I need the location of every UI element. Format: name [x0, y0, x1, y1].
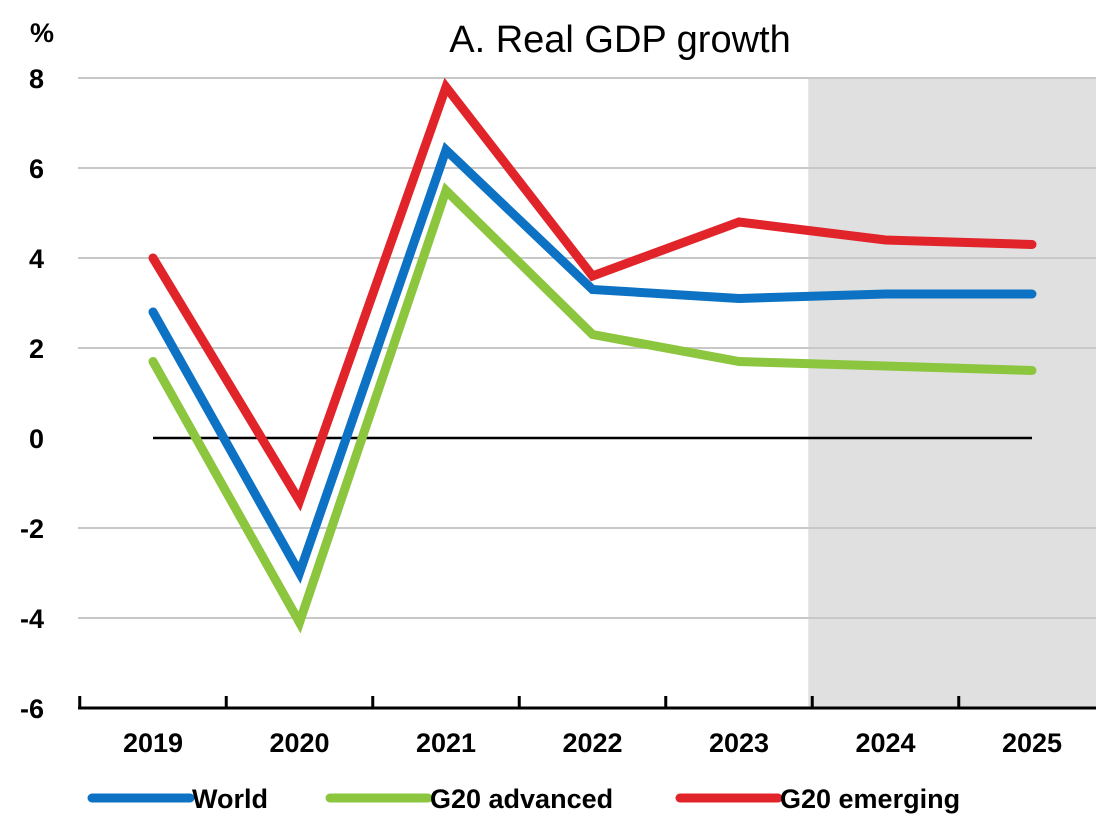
x-tick-label: 2019 — [123, 728, 183, 758]
x-tick-label: 2021 — [416, 728, 476, 758]
y-tick-label: -2 — [20, 514, 44, 544]
x-tick-label: 2022 — [562, 728, 622, 758]
x-tick-label: 2025 — [1002, 728, 1062, 758]
chart-title: A. Real GDP growth — [449, 19, 790, 61]
y-tick-label: -6 — [20, 694, 44, 724]
y-tick-label: -4 — [20, 604, 44, 634]
legend-label: G20 emerging — [780, 784, 960, 814]
x-tick-label: 2024 — [855, 728, 915, 758]
series-line-g20-advanced — [148, 182, 1037, 634]
x-axis-ticks — [78, 696, 961, 708]
legend-label: World — [192, 784, 268, 814]
projection-shading — [808, 78, 1096, 708]
x-tick-label: 2023 — [709, 728, 769, 758]
series-line-g20-emerging — [148, 77, 1037, 512]
legend: World G20 advanced G20 emerging — [87, 784, 960, 814]
y-tick-label: 8 — [29, 64, 44, 94]
y-tick-label: 4 — [29, 244, 44, 274]
y-axis-label: % — [30, 18, 54, 48]
series-line-world — [148, 141, 1037, 584]
y-axis-tick-labels: -6 -4 -2 0 2 4 6 8 — [20, 64, 44, 724]
x-axis-tick-labels: 2019 2020 2021 2022 2023 2024 2025 — [123, 728, 1062, 758]
y-tick-label: 6 — [29, 154, 44, 184]
series-lines — [148, 77, 1037, 634]
legend-label: G20 advanced — [430, 784, 613, 814]
y-tick-label: 0 — [29, 424, 44, 454]
x-tick-label: 2020 — [269, 728, 329, 758]
y-tick-label: 2 — [29, 334, 44, 364]
